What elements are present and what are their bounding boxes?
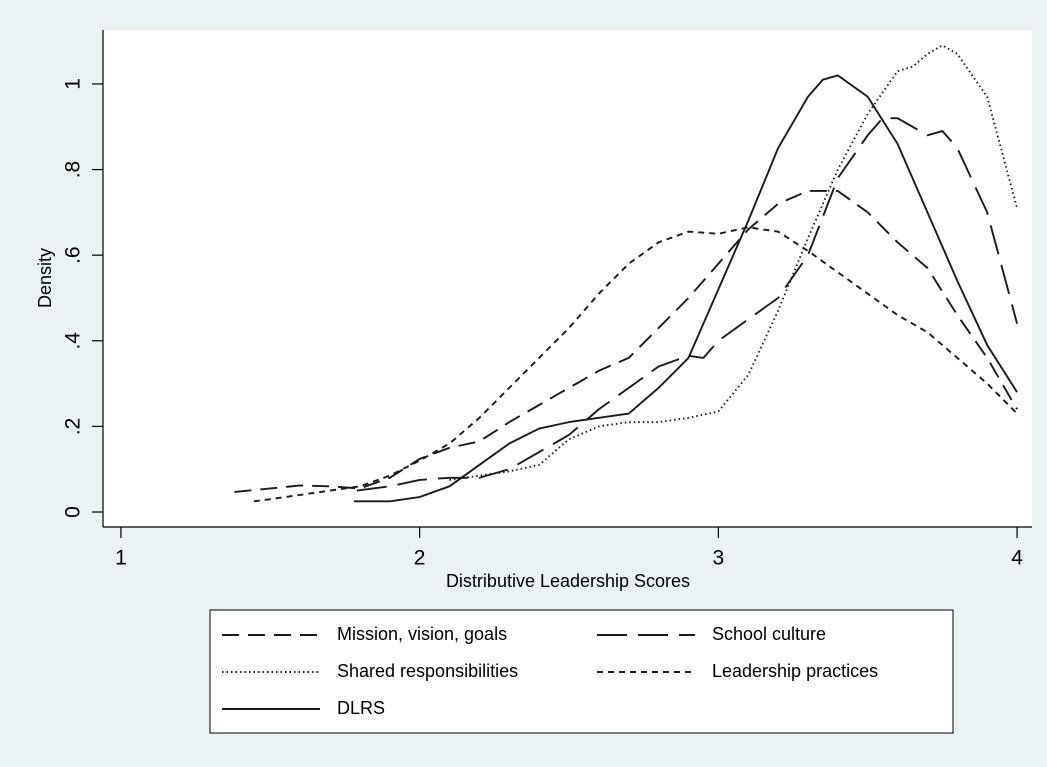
legend-label: Shared responsibilities	[337, 661, 518, 681]
y-tick-label: 0	[62, 506, 85, 518]
density-line	[253, 226, 1018, 503]
x-tick-label: 3	[713, 547, 725, 570]
legend-label: Mission, vision, goals	[337, 624, 507, 644]
legend-label: School culture	[712, 624, 826, 644]
plot-area	[103, 30, 1032, 527]
y-axis-label: Density	[35, 248, 55, 308]
legend-label: Leadership practices	[712, 661, 878, 681]
density-line	[353, 74, 1018, 503]
y-tick-label: .2	[62, 418, 85, 436]
x-tick-label: 2	[414, 547, 426, 570]
y-tick-label: .6	[62, 246, 85, 264]
y-tick-label: 1	[62, 78, 85, 90]
legend-label: DLRS	[337, 698, 385, 718]
density-line	[234, 190, 1018, 493]
y-tick-label: .8	[62, 161, 85, 179]
legend	[209, 609, 954, 734]
density-line	[356, 117, 1018, 492]
x-tick-label: 4	[1011, 547, 1023, 570]
x-tick-label: 1	[115, 547, 127, 570]
y-tick-label: .4	[62, 332, 85, 350]
x-axis-label: Distributive Leadership Scores	[446, 571, 690, 591]
